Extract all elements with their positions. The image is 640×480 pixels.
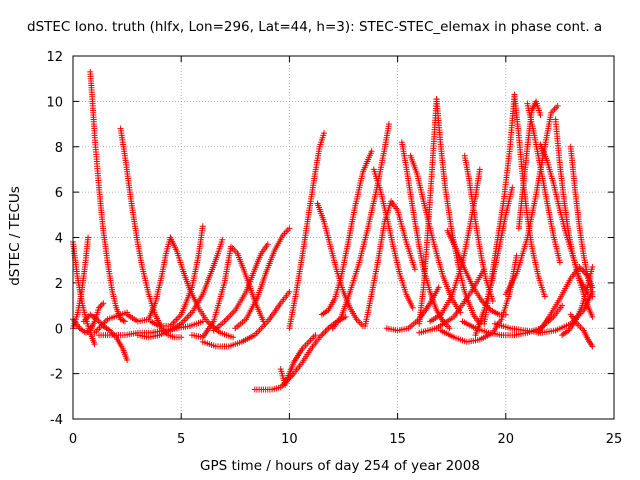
y-tick-label: -2 [50,368,63,383]
series-14-points [199,288,293,350]
series-19-points [282,313,349,386]
series-9-points [124,234,174,325]
series-23 [329,121,392,332]
y-tick-label: 4 [55,232,63,247]
y-tick-label: 6 [55,186,63,201]
series-15-points [232,225,293,332]
series-29-points [416,96,440,327]
series-47-points [567,311,596,350]
series-17-points [251,379,289,393]
x-tick-label: 5 [177,432,185,447]
y-tick-label: 12 [46,50,63,65]
x-axis-label: GPS time / hours of day 254 of year 2008 [200,458,480,474]
series-26 [383,284,442,334]
y-tick-label: 10 [46,95,63,110]
series-49 [416,266,488,336]
series-20 [286,130,327,332]
series-48-points [459,302,566,339]
x-tick-label: 25 [606,432,623,447]
y-tick-label: -4 [50,413,63,428]
data-series [70,68,596,393]
chart-title: dSTEC Iono. truth (hlfx, Lon=296, Lat=44… [27,19,603,35]
series-29 [416,96,440,327]
series-11 [147,223,206,329]
series-18-points [277,332,319,388]
series-22-points [318,148,375,318]
series-36-points [481,91,518,327]
series-48 [459,302,566,339]
series-9 [124,234,174,325]
series-16 [210,241,271,334]
series-4 [87,68,128,325]
series-12 [134,236,226,341]
series-16-points [210,241,271,334]
series-19 [282,313,349,386]
x-tick-label: 10 [281,432,298,447]
x-tick-label: 0 [69,432,77,447]
plot-frame [72,55,615,420]
series-7 [117,125,185,341]
series-7-points [117,125,185,341]
series-40-points [502,102,561,298]
series-14 [199,288,293,350]
tick-labels: 0 5 10 15 20 25 -4 -2 0 2 4 6 8 10 12 [46,50,622,447]
series-46 [559,264,596,339]
y-tick-label: 2 [55,277,63,292]
y-axis-label: dSTEC / TECUs [7,186,23,286]
series-47 [567,311,596,350]
series-22 [318,148,375,318]
series-11-points [147,223,206,329]
series-25 [370,166,416,311]
series-40 [502,102,561,298]
series-4-points [87,68,128,325]
series-15 [232,225,293,332]
y-tick-label: 0 [55,322,63,337]
series-23-points [329,121,392,332]
series-46-points [559,264,596,339]
y-tick-label: 8 [55,141,63,156]
series-26-points [383,284,442,334]
series-6-points [80,311,131,363]
series-6 [80,311,131,363]
series-25-points [370,166,416,311]
series-20-points [286,130,327,332]
series-49-points [416,266,488,336]
series-36 [481,91,518,327]
series-17 [251,379,289,393]
series-18 [277,332,319,388]
x-tick-label: 15 [389,432,406,447]
series-12-points [134,236,226,341]
x-tick-label: 20 [498,432,515,447]
